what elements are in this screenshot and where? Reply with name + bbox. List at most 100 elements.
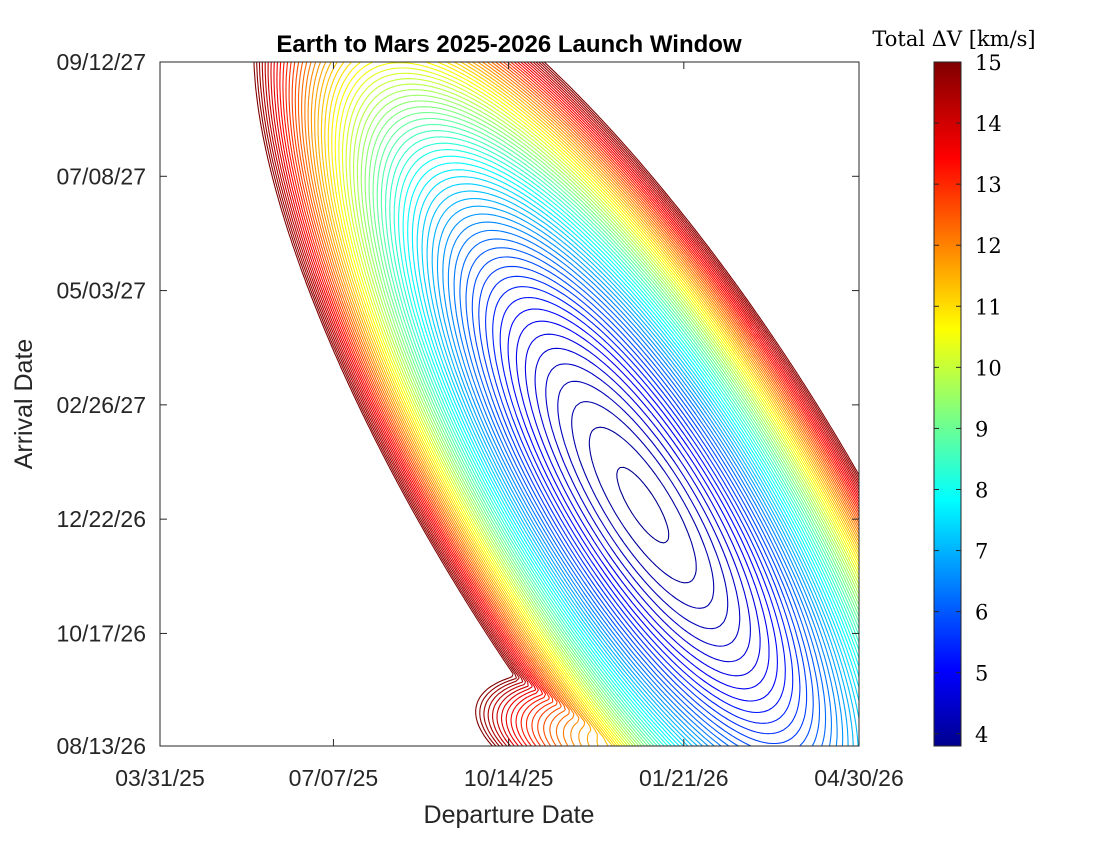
x-tick-label: 07/07/25 [289,765,379,791]
contour-line [368,106,859,746]
contour-line [282,62,859,746]
contour-line [478,265,808,745]
contour-line [507,308,778,702]
colorbar-label: Total ΔV [km/s] [872,27,1035,51]
contour-line [360,94,859,746]
contour-line [331,62,859,746]
contour-line [341,67,859,746]
contour-line [310,62,859,746]
contour-line [288,62,859,746]
contour-line [384,130,859,746]
contour-line [534,347,751,663]
contour-lines [253,62,859,746]
contour-line [301,62,859,746]
contour-line [398,149,859,746]
chart-title: Earth to Mars 2025-2026 Launch Window [276,31,742,58]
contour-line [270,62,859,746]
contour-line [364,100,859,746]
y-tick-label: 09/12/27 [56,49,146,75]
contour-line [267,62,859,746]
contour-line [338,62,859,746]
contour-line [349,78,859,746]
contour-line [261,62,859,746]
contour-line [447,221,838,746]
contour-line [426,190,859,746]
colorbar-tick-label: 10 [975,356,1002,380]
contour-line [453,229,832,746]
x-tick-label: 03/31/25 [115,765,205,791]
x-axis: 03/31/25 07/07/25 10/14/25 01/21/26 04/30/26 [115,62,904,791]
y-tick-label: 10/17/26 [56,620,146,646]
contour-line [279,62,859,746]
contour-line [402,155,859,746]
contour-line [334,62,859,746]
contour-line [372,111,859,746]
contour-line [304,62,859,746]
contour-line [465,247,821,746]
colorbar-tick-label: 14 [975,112,1002,136]
contour-line [421,183,859,746]
contour-line [485,275,801,735]
y-axis-label: Arrival Date [10,339,38,470]
colorbar-tick-label: 4 [975,723,988,747]
contour-line [285,62,859,746]
colorbar-tick-label: 7 [975,540,988,564]
contour-line [393,142,859,746]
colorbar-tick-label: 11 [975,295,1002,319]
contour-line [571,401,715,609]
y-tick-label: 08/13/26 [56,733,146,759]
contour-line [291,62,859,746]
contour-line [324,62,859,746]
colorbar-tick-label: 13 [975,173,1002,197]
contour-line [436,205,849,746]
contour-line [492,286,794,724]
contour-line [389,136,859,746]
contour-line [376,117,859,746]
contour-line [380,123,859,746]
x-axis-label: Departure Date [424,801,595,829]
y-tick-label: 02/26/27 [56,392,146,418]
contour-line [588,426,697,584]
y-tick-label: 12/22/26 [56,506,146,532]
colorbar-tick-label: 15 [975,51,1002,75]
contour-line [317,62,859,746]
x-tick-label: 10/14/25 [464,765,554,791]
contour-line [557,380,729,630]
colorbar-tick-label: 5 [975,662,988,686]
colorbar-tick-label: 8 [975,479,988,503]
y-tick-label: 05/03/27 [56,278,146,304]
contour-line [345,72,859,746]
contour-line [353,83,859,746]
contour-line [471,256,814,746]
contour-line [545,363,741,647]
colorbar [934,62,961,746]
contour-line [320,62,859,746]
contour-line [616,466,670,544]
x-tick-label: 01/21/26 [639,765,729,791]
contour-line [431,198,854,746]
contour-line [356,89,859,746]
contour-line [253,62,859,746]
colorbar-tick-label: 6 [975,601,988,625]
contour-line [407,162,859,746]
contour-line [515,320,770,690]
plot-frame [159,61,860,747]
contour-line [294,62,859,746]
contour-line [327,62,859,746]
y-axis: 08/13/26 10/17/26 12/22/26 02/26/27 05/03/27… [56,49,859,759]
contour-line [273,62,859,746]
contour-line [297,62,859,746]
contour-line [411,169,859,746]
colorbar-frame [933,61,962,747]
contour-line [258,62,859,746]
contour-line [416,176,859,746]
contour-line [459,238,827,746]
contour-line [314,62,859,746]
x-tick-label: 04/30/26 [814,765,904,791]
contour-line [307,62,859,746]
contour-line [442,213,844,746]
contour-line [264,62,859,746]
colorbar-ticks: 4 5 6 7 8 9 10 11 12 13 14 15 [934,51,1002,747]
